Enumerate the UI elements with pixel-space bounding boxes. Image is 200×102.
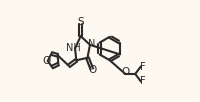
Text: F: F bbox=[140, 76, 145, 86]
Text: NH: NH bbox=[66, 43, 81, 53]
Text: N: N bbox=[87, 39, 94, 49]
Text: O: O bbox=[42, 56, 51, 66]
Text: F: F bbox=[140, 62, 145, 72]
Text: O: O bbox=[121, 67, 129, 77]
Text: S: S bbox=[77, 17, 84, 27]
Text: O: O bbox=[88, 65, 96, 75]
